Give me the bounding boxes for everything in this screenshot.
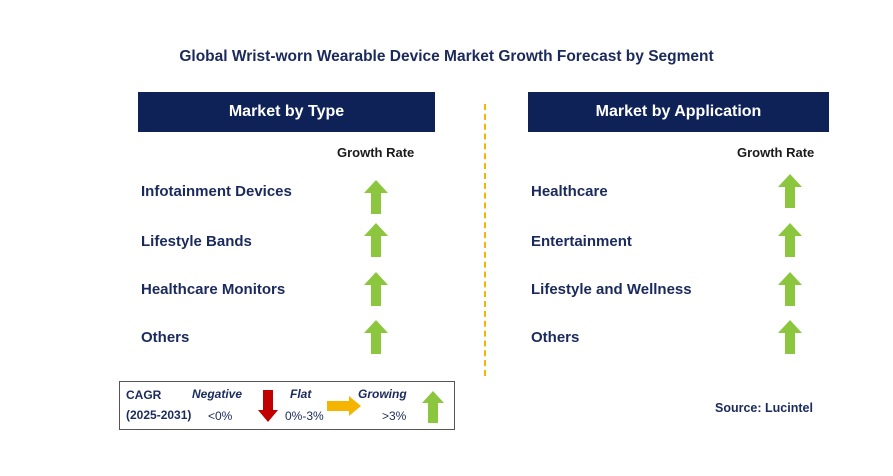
application-item-label: Others (531, 329, 580, 346)
legend-cagr-label: CAGR (126, 388, 162, 402)
flat-arrow-icon (327, 396, 361, 416)
growing-arrow-icon (778, 174, 802, 208)
application-item-label: Healthcare (531, 183, 608, 200)
application-item-label: Lifestyle and Wellness (531, 281, 692, 298)
growing-arrow-icon (422, 391, 444, 423)
growing-arrow-icon (364, 223, 388, 257)
application-panel-header: Market by Application (528, 92, 829, 132)
panel-divider (484, 104, 486, 376)
legend-flat-label: Flat (290, 387, 312, 401)
growing-arrow-icon (778, 223, 802, 257)
application-growth-rate-label: Growth Rate (737, 145, 815, 160)
legend-growing-label: Growing (358, 387, 407, 401)
type-item-label: Infotainment Devices (141, 183, 292, 200)
type-growth-rate-label: Growth Rate (337, 145, 415, 160)
application-item-label: Entertainment (531, 233, 632, 250)
type-item-label: Lifestyle Bands (141, 233, 252, 250)
legend-growing-range: >3% (382, 409, 407, 423)
type-item-label: Healthcare Monitors (141, 281, 286, 298)
growing-arrow-icon (778, 320, 802, 354)
legend-period-label: (2025-2031) (126, 408, 192, 422)
cagr-legend: CAGR (2025-2031) Negative <0% Flat 0%-3%… (119, 381, 455, 430)
page-title: Global Wrist-worn Wearable Device Market… (179, 48, 714, 65)
type-panel-header: Market by Type (138, 92, 435, 132)
growing-arrow-icon (364, 180, 388, 214)
negative-arrow-icon (258, 390, 278, 422)
legend-negative-label: Negative (192, 387, 243, 401)
legend-flat-range: 0%-3% (285, 409, 324, 423)
type-item-label: Others (141, 329, 190, 346)
source-note: Source: Lucintel (715, 401, 813, 415)
growing-arrow-icon (364, 320, 388, 354)
growing-arrow-icon (778, 272, 802, 306)
legend-negative-range: <0% (208, 409, 233, 423)
growing-arrow-icon (364, 272, 388, 306)
